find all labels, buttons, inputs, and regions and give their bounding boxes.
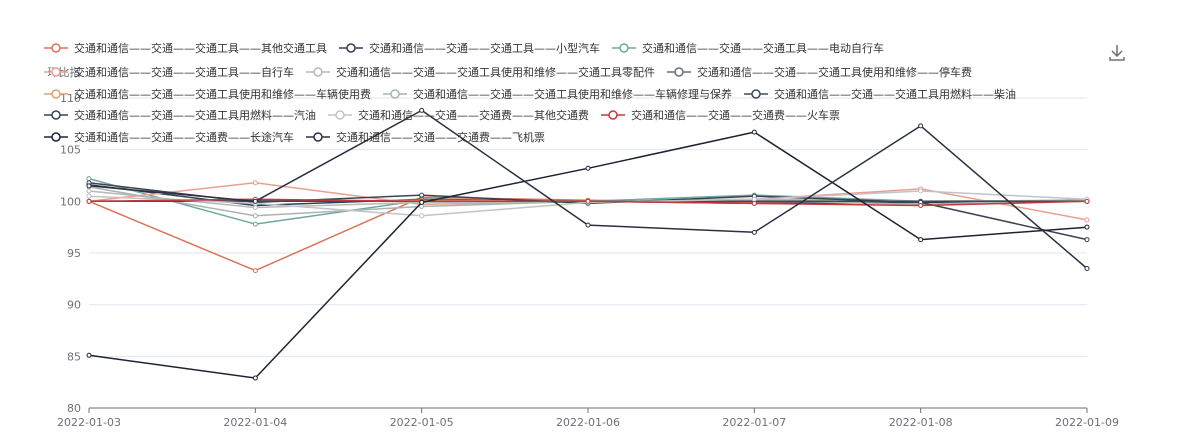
- legend-item: 交通和通信——交通——交通费——飞机票: [336, 130, 545, 144]
- legend-marker: [51, 43, 61, 53]
- data-point: [918, 237, 924, 243]
- data-point: [252, 198, 258, 204]
- legend-marker: [335, 110, 345, 120]
- legend-item: 交通和通信——交通——交通工具使用和维修——车辆修理与保养: [413, 87, 732, 101]
- data-point: [419, 199, 425, 205]
- data-point: [419, 107, 425, 113]
- data-point: [918, 188, 924, 194]
- data-point: [585, 165, 591, 171]
- legend-item: 交通和通信——交通——交通工具——自行车: [74, 65, 294, 79]
- data-point: [918, 123, 924, 129]
- x-tick-label: 2022-01-05: [390, 416, 454, 429]
- data-point: [1084, 266, 1090, 271]
- legend-item: 交通和通信——交通——交通工具——其他交通工具: [74, 41, 327, 55]
- data-point: [252, 180, 258, 186]
- x-tick-label: 2022-01-07: [722, 416, 786, 429]
- data-point: [419, 192, 425, 198]
- y-tick-label: 85: [67, 350, 81, 363]
- data-point: [86, 193, 92, 199]
- data-point: [751, 129, 757, 135]
- legend-marker: [674, 67, 684, 77]
- data-point: [86, 352, 92, 358]
- legend-marker: [51, 132, 61, 142]
- legend-item: 交通和通信——交通——交通费——长途汽车: [74, 130, 294, 144]
- data-point: [1084, 224, 1090, 230]
- data-point: [252, 375, 258, 381]
- data-point: [252, 213, 258, 219]
- x-tick-label: 2022-01-09: [1055, 416, 1119, 429]
- legend-marker: [313, 132, 323, 142]
- data-point: [751, 196, 757, 202]
- data-point: [86, 176, 92, 182]
- legend-marker: [51, 89, 61, 99]
- data-point: [1084, 198, 1090, 204]
- data-point: [252, 221, 258, 227]
- data-point: [86, 183, 92, 189]
- legend-item: 交通和通信——交通——交通工具使用和维修——交通工具零配件: [336, 65, 655, 79]
- legend-item: 交通和通信——交通——交通工具——小型汽车: [369, 41, 600, 55]
- y-tick-label: 80: [67, 402, 81, 415]
- data-point: [419, 213, 425, 219]
- legend-item: 交通和通信——交通——交通工具使用和维修——停车费: [697, 65, 972, 79]
- legend-marker: [751, 89, 761, 99]
- x-tick-label: 2022-01-03: [57, 416, 121, 429]
- y-tick-label: 90: [67, 299, 81, 312]
- legend-item: 交通和通信——交通——交通工具——电动自行车: [642, 41, 884, 55]
- legend-marker: [619, 43, 629, 53]
- data-point: [585, 198, 591, 204]
- legend-item: 交通和通信——交通——交通费——火车票: [631, 108, 840, 122]
- legend-item: 交通和通信——交通——交通工具使用和维修——车辆使用费: [74, 87, 371, 101]
- data-point: [1084, 237, 1090, 243]
- legend-item: 交通和通信——交通——交通费——其他交通费: [358, 108, 589, 122]
- series-line: [88, 196, 1087, 272]
- y-tick-label: 105: [60, 144, 81, 157]
- data-point: [918, 202, 924, 208]
- legend-marker: [51, 110, 61, 120]
- legend-marker: [390, 89, 400, 99]
- data-point: [751, 229, 757, 235]
- x-tick-label: 2022-01-08: [889, 416, 953, 429]
- x-tick-label: 2022-01-06: [556, 416, 620, 429]
- legend-marker: [346, 43, 356, 53]
- download-icon[interactable]: [1106, 42, 1128, 64]
- y-tick-label: 110: [60, 92, 81, 105]
- data-point: [86, 198, 92, 204]
- data-point: [252, 205, 258, 211]
- data-point: [585, 222, 591, 228]
- legend-item: 交通和通信——交通——交通工具用燃料——柴油: [774, 87, 1016, 101]
- data-point: [419, 204, 425, 209]
- legend-marker: [51, 67, 61, 77]
- x-tick-label: 2022-01-04: [223, 416, 287, 429]
- legend-marker: [608, 110, 618, 120]
- legend-marker: [313, 67, 323, 77]
- data-point: [751, 200, 757, 206]
- legend-item: 交通和通信——交通——交通工具用燃料——汽油: [74, 108, 316, 122]
- data-point: [252, 268, 258, 274]
- y-tick-label: 100: [60, 195, 81, 208]
- y-tick-label: 95: [67, 247, 81, 260]
- data-point: [1084, 217, 1090, 223]
- data-point: [86, 188, 92, 194]
